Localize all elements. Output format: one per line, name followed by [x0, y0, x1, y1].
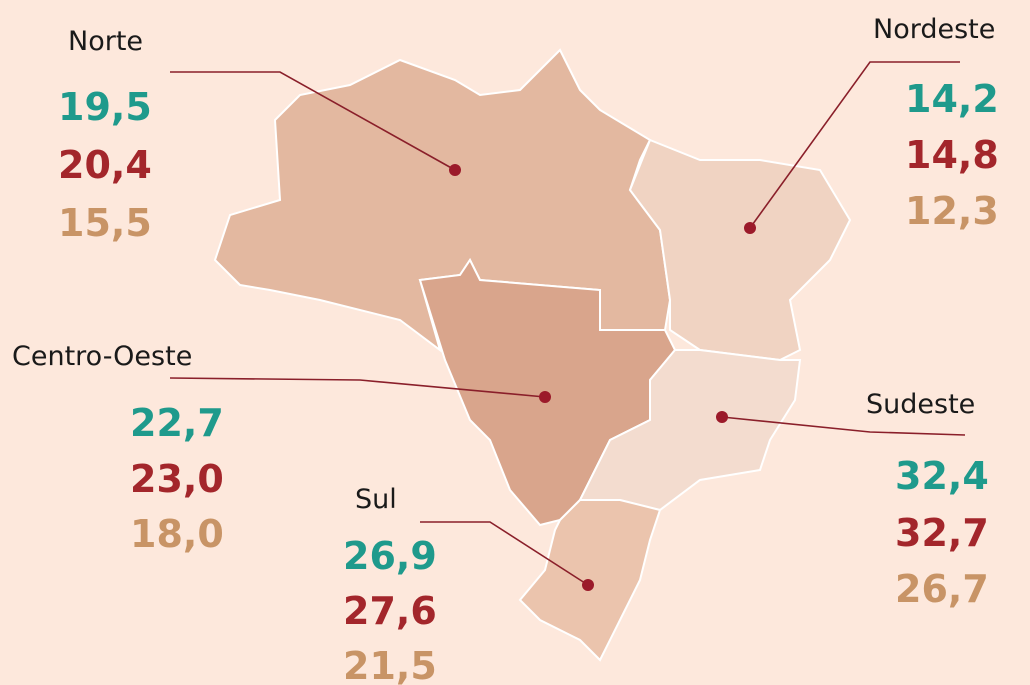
marker: [716, 411, 728, 423]
value: 18,0: [130, 512, 224, 556]
value: 19,5: [58, 85, 152, 129]
region-nordeste: [628, 138, 852, 362]
leader-line: [170, 71, 456, 171]
value: 14,8: [905, 133, 999, 177]
value: 23,0: [130, 457, 224, 501]
value: 12,3: [905, 189, 999, 233]
leader-line: [749, 61, 960, 229]
leader-line: [169, 377, 546, 398]
region-sudeste: [578, 349, 802, 512]
value: 26,7: [895, 567, 989, 611]
value: 22,7: [130, 401, 224, 445]
region-name: Centro-Oeste: [12, 341, 192, 372]
value: 26,9: [343, 534, 437, 578]
value: 27,6: [343, 589, 437, 633]
value: 32,7: [895, 511, 989, 555]
value: 21,5: [343, 644, 437, 685]
value: 14,2: [905, 77, 999, 121]
region-name: Nordeste: [873, 14, 995, 45]
region-name: Norte: [68, 26, 143, 57]
value: 32,4: [895, 454, 989, 498]
region-name: Sudeste: [866, 389, 975, 420]
value: 20,4: [58, 143, 152, 187]
marker: [744, 222, 756, 234]
leader-line: [420, 521, 589, 586]
marker: [449, 164, 461, 176]
marker: [539, 391, 551, 403]
leader-line: [721, 416, 966, 436]
region-name: Sul: [355, 484, 397, 515]
marker: [582, 579, 594, 591]
value: 15,5: [58, 201, 152, 245]
